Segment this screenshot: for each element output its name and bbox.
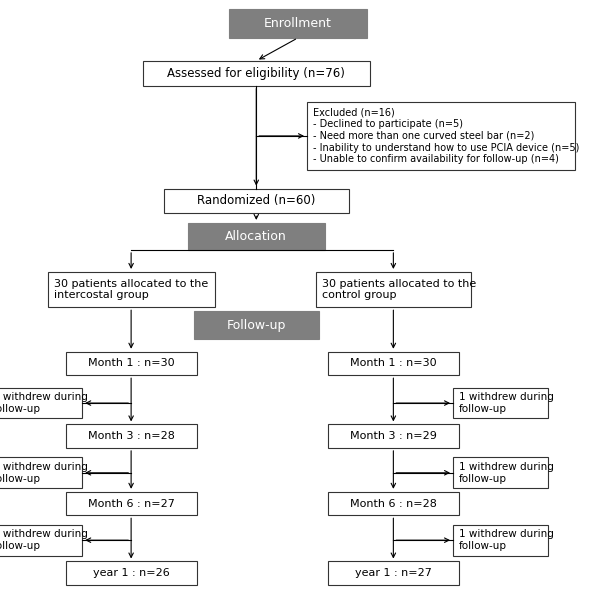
FancyBboxPatch shape [66, 492, 197, 515]
Text: 1 withdrew during
follow-up: 1 withdrew during follow-up [459, 462, 554, 483]
FancyBboxPatch shape [188, 223, 325, 250]
FancyBboxPatch shape [328, 561, 459, 585]
Text: 2 withdrew during
follow-up: 2 withdrew during follow-up [0, 392, 88, 414]
FancyBboxPatch shape [66, 352, 197, 375]
Text: Month 6 : n=27: Month 6 : n=27 [88, 499, 175, 508]
FancyBboxPatch shape [0, 388, 82, 418]
Text: 1 withdrew during
follow-up: 1 withdrew during follow-up [0, 530, 88, 551]
FancyBboxPatch shape [307, 102, 575, 170]
Text: Month 3 : n=29: Month 3 : n=29 [350, 431, 437, 441]
Text: 1 withdrew during
follow-up: 1 withdrew during follow-up [0, 462, 88, 483]
FancyBboxPatch shape [328, 424, 459, 448]
Text: Allocation: Allocation [225, 230, 287, 243]
Text: 1 withdrew during
follow-up: 1 withdrew during follow-up [459, 530, 554, 551]
Text: Randomized (n=60): Randomized (n=60) [197, 194, 315, 207]
Text: 30 patients allocated to the
control group: 30 patients allocated to the control gro… [322, 279, 476, 300]
Text: Assessed for eligibility (n=76): Assessed for eligibility (n=76) [167, 67, 345, 80]
FancyBboxPatch shape [164, 189, 349, 213]
FancyBboxPatch shape [48, 272, 215, 307]
FancyBboxPatch shape [66, 424, 197, 448]
FancyBboxPatch shape [316, 272, 471, 307]
Text: year 1 : n=26: year 1 : n=26 [93, 569, 169, 578]
Text: Follow-up: Follow-up [226, 319, 286, 332]
Text: Excluded (n=16)
- Declined to participate (n=5)
- Need more than one curved stee: Excluded (n=16) - Declined to participat… [313, 108, 579, 164]
FancyBboxPatch shape [453, 388, 548, 418]
Text: Month 6 : n=28: Month 6 : n=28 [350, 499, 437, 508]
FancyBboxPatch shape [229, 9, 367, 38]
FancyBboxPatch shape [143, 61, 370, 86]
FancyBboxPatch shape [328, 492, 459, 515]
Text: year 1 : n=27: year 1 : n=27 [355, 569, 432, 578]
FancyBboxPatch shape [66, 561, 197, 585]
Text: Month 1 : n=30: Month 1 : n=30 [350, 359, 437, 368]
Text: Month 1 : n=30: Month 1 : n=30 [88, 359, 175, 368]
Text: 30 patients allocated to the
intercostal group: 30 patients allocated to the intercostal… [54, 279, 208, 300]
FancyBboxPatch shape [0, 525, 82, 556]
FancyBboxPatch shape [453, 525, 548, 556]
FancyBboxPatch shape [194, 311, 319, 339]
Text: Enrollment: Enrollment [264, 17, 332, 30]
FancyBboxPatch shape [328, 352, 459, 375]
Text: 1 withdrew during
follow-up: 1 withdrew during follow-up [459, 392, 554, 414]
FancyBboxPatch shape [0, 457, 82, 488]
FancyBboxPatch shape [453, 457, 548, 488]
Text: Month 3 : n=28: Month 3 : n=28 [88, 431, 175, 441]
